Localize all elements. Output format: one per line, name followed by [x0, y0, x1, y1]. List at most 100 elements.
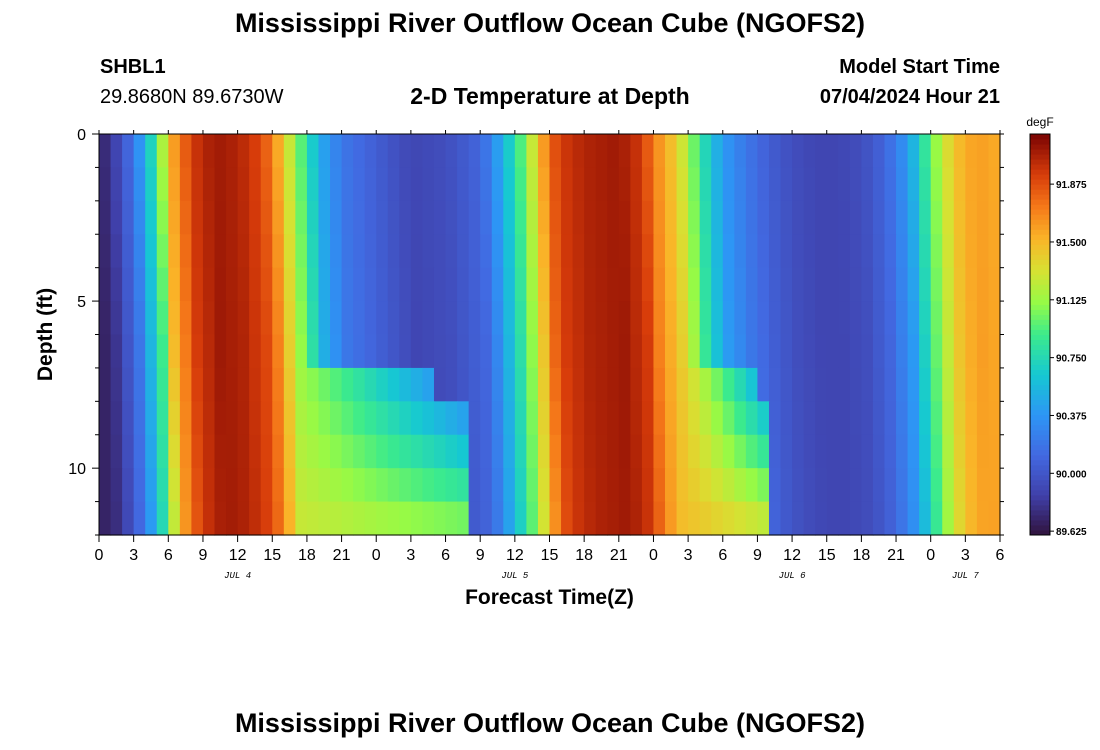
heatmap-cell — [457, 334, 470, 369]
heatmap-cell — [584, 134, 597, 169]
heatmap-cell — [318, 234, 331, 269]
heatmap-cell — [399, 468, 412, 503]
heatmap-cell — [318, 501, 331, 536]
heatmap-cell — [838, 301, 851, 336]
heatmap-cell — [226, 200, 239, 235]
heatmap-cell — [468, 501, 481, 536]
heatmap-cell — [226, 334, 239, 369]
heatmap-cell — [214, 234, 227, 269]
colorbar-swatch — [1030, 134, 1050, 140]
heatmap-cell — [122, 134, 135, 169]
heatmap-cell — [249, 334, 262, 369]
heatmap-cell — [480, 234, 493, 269]
x-tick-label: 0 — [926, 547, 935, 564]
heatmap-cell — [861, 134, 874, 169]
heatmap-cell — [364, 367, 377, 402]
heatmap-cell — [202, 267, 216, 302]
heatmap-cell — [826, 401, 839, 436]
heatmap-cell — [815, 367, 828, 402]
x-tick-label: 12 — [506, 547, 524, 564]
heatmap-cell — [503, 468, 516, 503]
heatmap-cell — [861, 334, 874, 369]
heatmap-cell — [653, 367, 666, 402]
heatmap-cell — [815, 134, 828, 169]
heatmap-cell — [537, 434, 551, 469]
heatmap-cell — [156, 200, 169, 235]
heatmap-cell — [711, 367, 724, 402]
heatmap-cell — [399, 401, 412, 436]
heatmap-cell — [826, 434, 839, 469]
heatmap-cell — [768, 334, 782, 369]
heatmap-cell — [526, 401, 539, 436]
heatmap-cell — [99, 267, 112, 302]
heatmap-cell — [688, 501, 701, 536]
heatmap-cell — [826, 468, 839, 503]
heatmap-cell — [214, 301, 227, 336]
heatmap-cell — [110, 367, 123, 402]
heatmap-cell — [930, 167, 943, 202]
heatmap-cell — [872, 434, 886, 469]
heatmap-cell — [572, 401, 585, 436]
heatmap-cell — [110, 234, 123, 269]
heatmap-cell — [930, 334, 943, 369]
heatmap-cell — [803, 234, 816, 269]
heatmap-cell — [376, 200, 389, 235]
heatmap-cell — [514, 167, 527, 202]
heatmap-cell — [561, 468, 574, 503]
station-id: SHBL1 — [100, 56, 166, 78]
heatmap-cell — [768, 401, 782, 436]
heatmap-cell — [110, 334, 123, 369]
heatmap-cell — [792, 501, 805, 536]
heatmap-cell — [191, 167, 204, 202]
heatmap-cell — [168, 234, 181, 269]
heatmap-cell — [283, 134, 296, 169]
heatmap-cell — [641, 234, 655, 269]
heatmap-cell — [122, 200, 135, 235]
heatmap-cell — [156, 134, 169, 169]
heatmap-cell — [306, 334, 320, 369]
heatmap-cell — [561, 134, 574, 169]
heatmap-cell — [433, 234, 447, 269]
heatmap-cell — [595, 501, 608, 536]
heatmap-cell — [526, 367, 539, 402]
x-tick-label: 18 — [852, 547, 870, 564]
heatmap-cell — [549, 267, 562, 302]
heatmap-cell — [376, 134, 389, 169]
heatmap-cell — [792, 367, 805, 402]
heatmap-cell — [595, 167, 608, 202]
heatmap-cell — [387, 367, 400, 402]
heatmap-cell — [722, 401, 735, 436]
heatmap-cell — [792, 134, 805, 169]
heatmap-cell — [872, 167, 886, 202]
heatmap-cell — [849, 301, 862, 336]
heatmap-cell — [618, 401, 631, 436]
heatmap-cell — [965, 267, 978, 302]
heatmap-cell — [191, 134, 204, 169]
heatmap-cell — [526, 301, 539, 336]
heatmap-cell — [884, 301, 897, 336]
heatmap-cell — [330, 301, 343, 336]
heatmap-cell — [630, 301, 643, 336]
heatmap-cell — [341, 334, 354, 369]
heatmap-cell — [399, 134, 412, 169]
heatmap-cell — [965, 434, 978, 469]
heatmap-cell — [768, 167, 782, 202]
heatmap-cell — [318, 301, 331, 336]
heatmap-cell — [433, 401, 447, 436]
x-tick-label: 9 — [199, 547, 208, 564]
heatmap-cell — [572, 301, 585, 336]
heatmap-cell — [341, 367, 354, 402]
colorbar-swatch — [1030, 439, 1050, 446]
heatmap-cell — [688, 434, 701, 469]
heatmap-cell — [768, 200, 782, 235]
heatmap-cell — [607, 367, 620, 402]
heatmap-cell — [641, 468, 655, 503]
heatmap-cell — [861, 434, 874, 469]
heatmap-cell — [768, 267, 782, 302]
heatmap-cell — [872, 468, 886, 503]
heatmap-cell — [572, 234, 585, 269]
heatmap-cell — [202, 134, 216, 169]
heatmap-cell — [191, 334, 204, 369]
heatmap-cell — [145, 401, 158, 436]
colorbar-swatch — [1030, 154, 1050, 160]
